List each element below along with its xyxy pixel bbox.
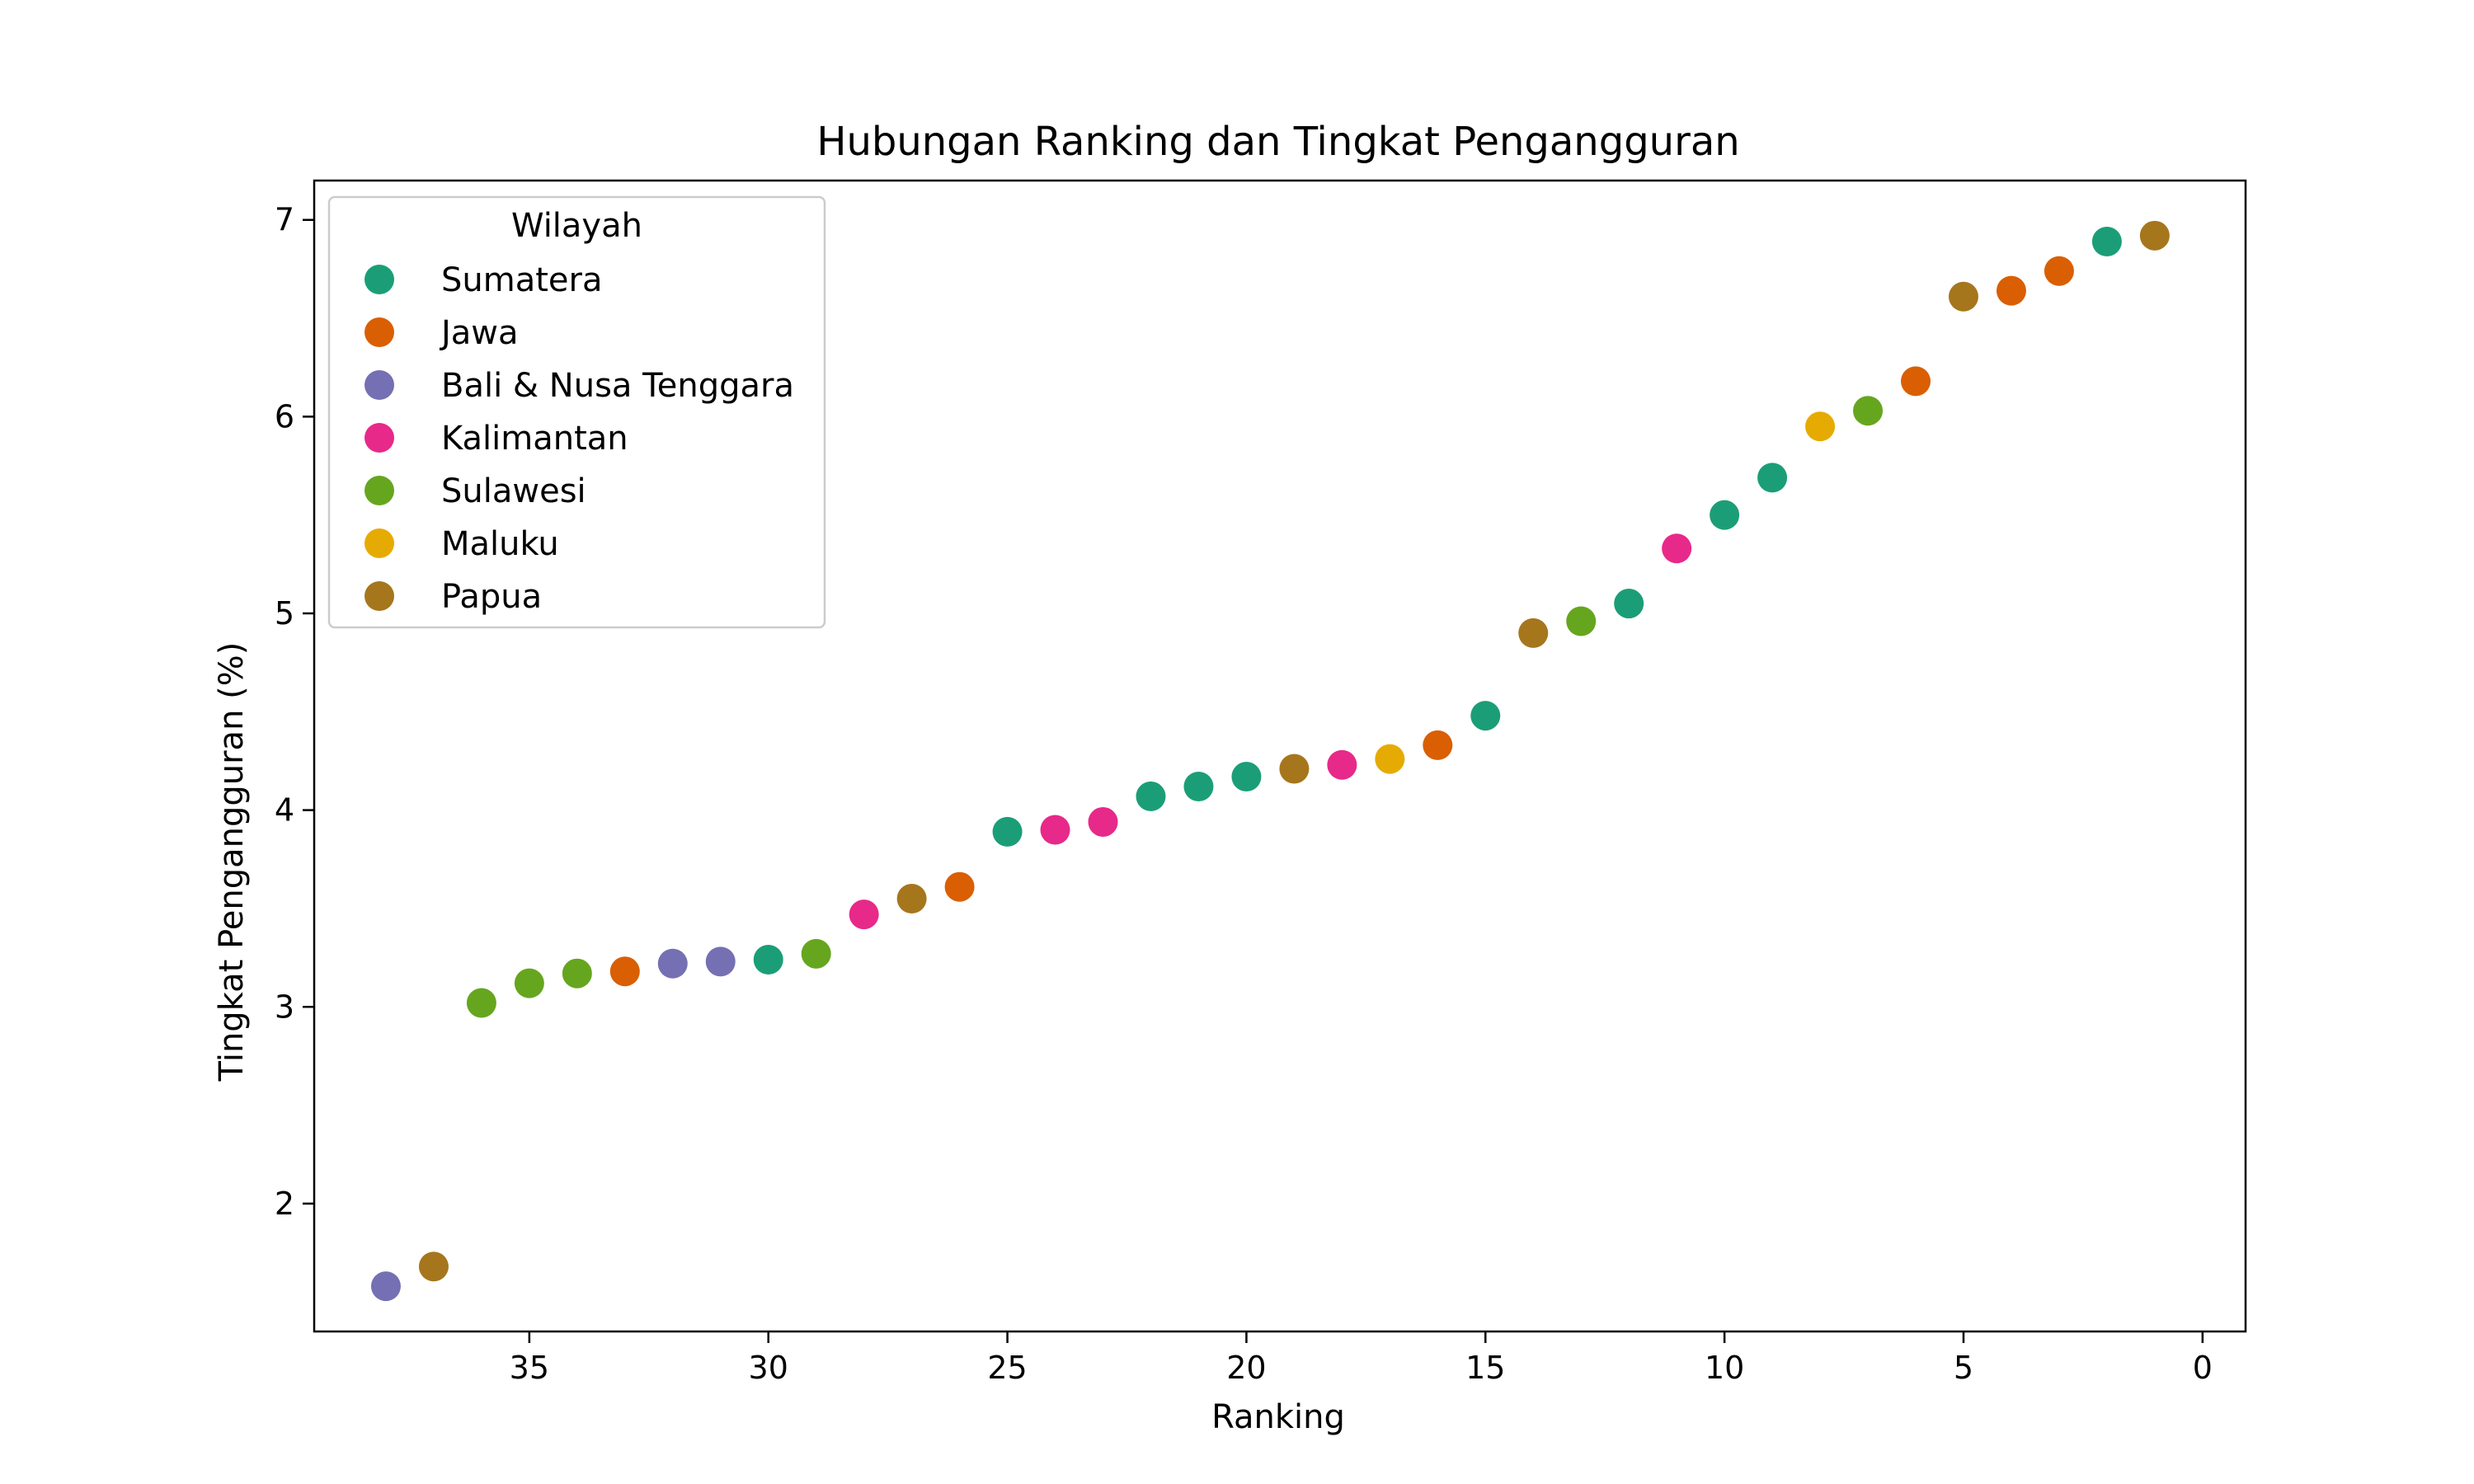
data-point [1088,806,1118,837]
y-tick-label: 3 [275,989,294,1025]
plot-frame [313,179,2247,1333]
legend-title: Wilayah [511,207,642,245]
legend-marker [365,317,394,347]
legend-entry: Jawa [439,314,519,352]
data-point [1901,366,1931,397]
data-point [705,946,736,977]
legend-marker [365,370,394,400]
data-point [418,1252,449,1282]
data-point [1996,275,2026,306]
data-point [753,944,783,974]
data-point [849,899,879,930]
legend-marker [365,423,394,453]
data-point [1470,701,1501,731]
x-tick-label: 10 [1705,1350,1744,1386]
data-point [896,884,927,914]
plot-area [313,179,2247,1333]
data-point [2044,256,2074,286]
y-tick-label: 4 [275,792,294,829]
data-point [1948,281,1978,312]
data-point [514,968,544,998]
data-point [1136,781,1166,811]
y-axis-label: Tingkat Pengangguran (%) [213,642,251,1082]
data-point [1327,749,1357,780]
data-points [370,220,2170,1302]
data-point [1423,730,1453,760]
legend-entry: Bali & Nusa Tenggara [441,367,794,405]
data-point [801,938,831,969]
legend-entry: Sulawesi [441,472,586,510]
data-point [657,948,688,979]
x-axis-label: Ranking [1211,1398,1345,1436]
legend-entry: Papua [441,578,542,616]
legend-marker [365,265,394,294]
legend-entry: Sumatera [441,261,602,299]
x-tick-label: 25 [987,1350,1027,1386]
legend-box [327,195,826,629]
data-point [1375,744,1405,774]
x-axis-ticks: 35 30 25 20 15 10 5 0 [510,1331,2213,1386]
x-tick-label: 35 [510,1350,549,1386]
legend-entry: Kalimantan [441,420,628,458]
x-tick-label: 20 [1226,1350,1266,1386]
data-point [1853,396,1884,426]
x-tick-label: 15 [1465,1350,1505,1386]
y-tick-label: 6 [275,398,294,434]
y-tick-label: 5 [275,595,294,632]
y-tick-label: 2 [275,1186,294,1222]
chart-title: Hubungan Ranking dan Tingkat Penganggura… [816,119,1739,165]
data-point [2139,220,2170,251]
data-point [992,816,1023,847]
x-tick-label: 0 [2193,1350,2213,1386]
data-point [1231,762,1262,792]
data-point [562,958,592,989]
y-tick-label: 7 [275,202,294,238]
legend-marker [365,476,394,505]
data-point [609,956,640,987]
data-point [1566,606,1597,636]
legend-marker [365,581,394,611]
data-point [1518,618,1549,648]
data-point [466,988,496,1018]
y-axis-ticks: 2 3 4 5 6 7 [275,202,314,1222]
data-point [1279,754,1310,784]
legend-marker [365,528,394,558]
data-point [1757,463,1788,493]
data-point [1662,533,1692,564]
data-point [944,871,975,902]
data-point [1805,411,1836,442]
data-point [1710,500,1740,530]
data-point [1040,815,1070,845]
x-tick-label: 30 [749,1350,788,1386]
data-point [370,1271,401,1302]
data-point [2091,226,2122,256]
legend-entry: Maluku [441,525,559,563]
data-point [1614,589,1644,619]
data-point [1183,771,1214,801]
x-tick-label: 5 [1954,1350,1973,1386]
legend: Wilayah Sumatera Jawa Bali & Nusa Tenggara K… [327,195,826,629]
